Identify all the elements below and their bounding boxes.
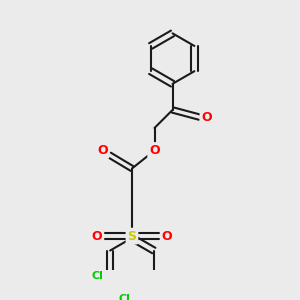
Text: S: S <box>128 230 136 243</box>
Text: Cl: Cl <box>119 294 131 300</box>
Text: O: O <box>149 144 160 157</box>
Text: O: O <box>162 230 172 243</box>
Text: O: O <box>97 144 107 157</box>
Text: Cl: Cl <box>92 271 104 281</box>
Text: O: O <box>92 230 102 243</box>
Text: O: O <box>202 111 212 124</box>
